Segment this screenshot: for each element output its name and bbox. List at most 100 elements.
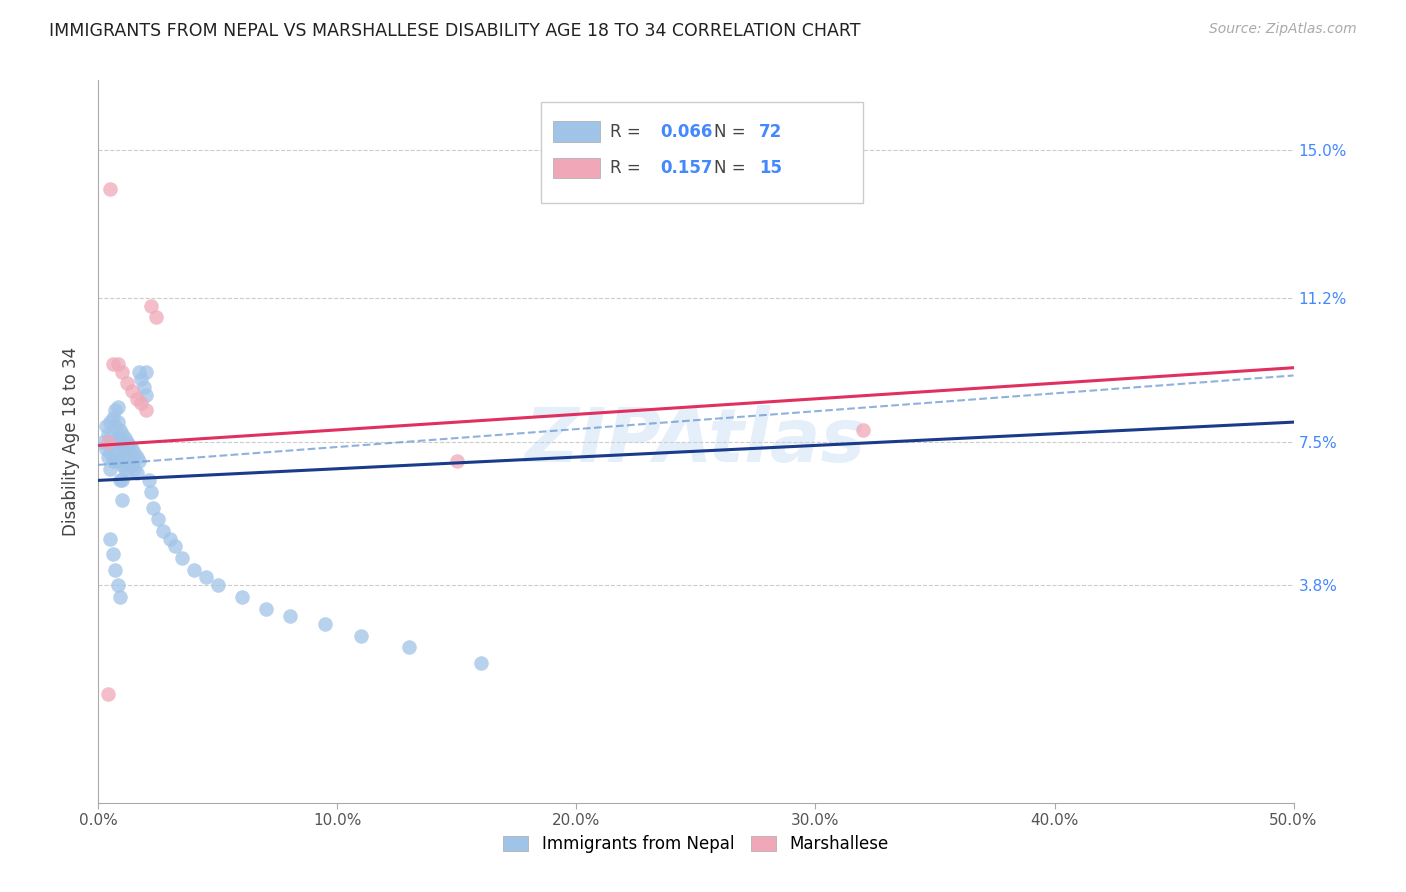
Text: ZIPAtlas: ZIPAtlas [526, 405, 866, 478]
Point [107, 400, 129, 414]
Point [128, 454, 150, 468]
Point [111, 426, 134, 441]
Point [97, 426, 120, 441]
Point [91, 434, 114, 449]
Text: N =: N = [714, 159, 751, 177]
Point [104, 434, 127, 449]
Point [125, 450, 148, 464]
Point [107, 578, 129, 592]
Point [315, 617, 337, 632]
Point [98, 182, 122, 196]
Point [108, 590, 131, 604]
Text: IMMIGRANTS FROM NEPAL VS MARSHALLESE DISABILITY AGE 18 TO 34 CORRELATION CHART: IMMIGRANTS FROM NEPAL VS MARSHALLESE DIS… [49, 22, 860, 40]
Point [94, 419, 117, 434]
Text: Source: ZipAtlas.com: Source: ZipAtlas.com [1209, 22, 1357, 37]
FancyBboxPatch shape [553, 121, 600, 142]
Point [231, 590, 253, 604]
Point [111, 442, 134, 457]
Point [97, 434, 120, 449]
Text: 0.066: 0.066 [661, 122, 713, 141]
Point [98, 461, 122, 475]
Point [132, 380, 155, 394]
Point [104, 419, 127, 434]
FancyBboxPatch shape [553, 158, 600, 178]
Point [135, 365, 157, 379]
Point [128, 365, 150, 379]
Point [98, 415, 122, 429]
Point [121, 384, 143, 398]
Text: N =: N = [714, 122, 751, 141]
Point [145, 310, 167, 325]
Point [121, 442, 143, 457]
Point [135, 403, 157, 417]
Point [118, 438, 141, 452]
Point [108, 454, 131, 468]
Point [398, 640, 420, 655]
Point [148, 512, 170, 526]
Y-axis label: Disability Age 18 to 34: Disability Age 18 to 34 [62, 347, 80, 536]
Text: 72: 72 [759, 122, 783, 141]
Point [101, 547, 124, 561]
Point [114, 431, 136, 445]
Point [111, 492, 134, 507]
Point [107, 446, 129, 460]
Point [124, 446, 146, 460]
Point [207, 578, 229, 592]
Point [139, 485, 162, 500]
Point [115, 434, 138, 449]
Text: R =: R = [610, 122, 645, 141]
Bar [541, 102, 863, 203]
Point [111, 458, 134, 472]
Point [142, 500, 165, 515]
Text: 15: 15 [759, 159, 782, 177]
Point [124, 461, 146, 475]
Point [278, 609, 301, 624]
Point [107, 357, 129, 371]
Point [852, 423, 875, 437]
Point [254, 601, 277, 615]
Point [121, 458, 143, 472]
Legend: Immigrants from Nepal, Marshallese: Immigrants from Nepal, Marshallese [496, 828, 896, 860]
Point [139, 299, 162, 313]
Point [101, 411, 124, 425]
Point [104, 563, 127, 577]
Point [138, 474, 160, 488]
Point [94, 442, 117, 457]
Point [111, 474, 134, 488]
Point [101, 454, 124, 468]
Point [131, 395, 153, 409]
Point [114, 461, 136, 475]
Point [97, 450, 120, 464]
Point [101, 357, 124, 371]
Point [107, 431, 129, 445]
Point [470, 656, 492, 670]
Point [350, 629, 373, 643]
Point [183, 563, 205, 577]
Point [115, 376, 138, 391]
Point [111, 365, 134, 379]
Point [101, 434, 124, 449]
Point [163, 540, 186, 554]
Point [108, 438, 131, 452]
Point [135, 388, 157, 402]
Point [107, 415, 129, 429]
Point [114, 446, 136, 460]
Point [118, 454, 141, 468]
Point [97, 687, 120, 701]
Point [104, 403, 127, 417]
Point [98, 431, 122, 445]
Point [98, 532, 122, 546]
Point [125, 466, 148, 480]
Point [98, 446, 122, 460]
Point [115, 450, 138, 464]
Point [152, 524, 174, 538]
Point [125, 392, 148, 406]
Point [195, 570, 218, 584]
Point [159, 532, 181, 546]
Point [115, 466, 138, 480]
Point [446, 454, 468, 468]
Point [108, 423, 131, 437]
Point [131, 372, 153, 386]
Point [104, 454, 127, 468]
Point [172, 551, 194, 566]
